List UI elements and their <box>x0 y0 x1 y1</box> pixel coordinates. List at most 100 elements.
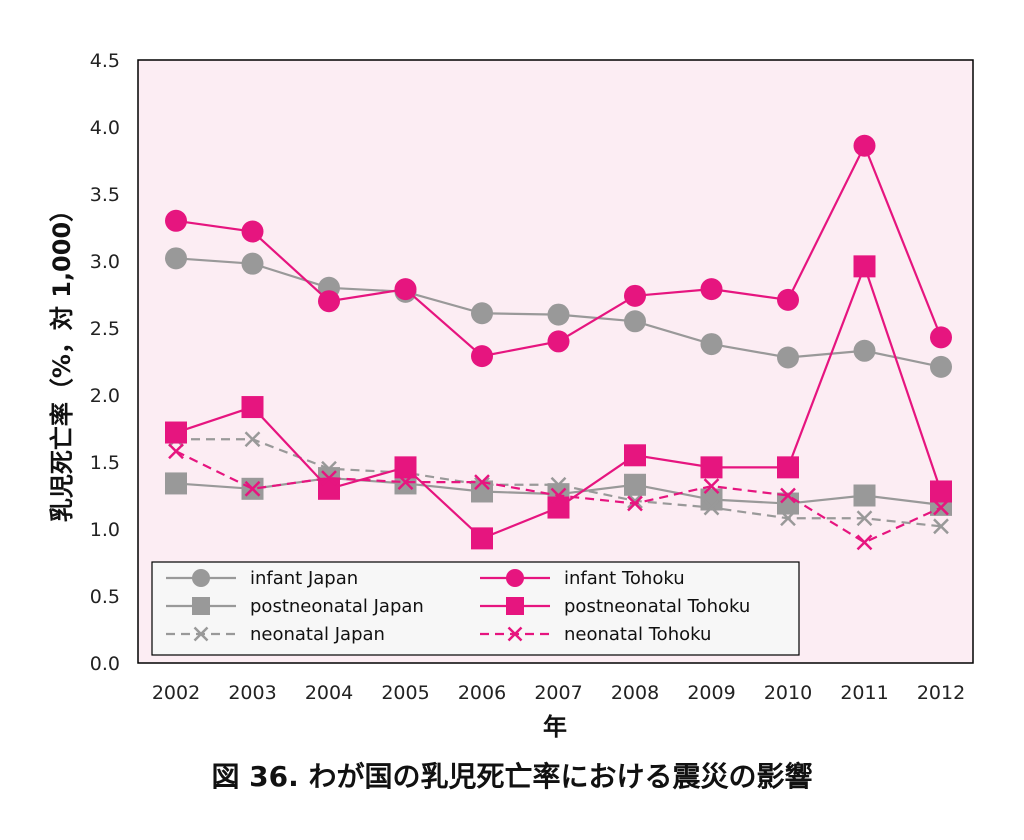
legend-item-postneonatal-tohoku: postneonatal Tohoku <box>480 596 750 617</box>
x-tick-label: 2006 <box>458 682 506 704</box>
series-infant-tohoku <box>165 134 952 368</box>
x-tick-label: 2004 <box>305 682 353 704</box>
legend-item-neonatal-japan: neonatal Japan <box>166 624 385 645</box>
data-point-postneonatal-tohoku <box>394 456 417 479</box>
x-tick-label: 2007 <box>534 682 582 704</box>
data-point-neonatal-tohoku <box>168 443 184 460</box>
data-point-infant-tohoku <box>394 278 417 301</box>
data-point-infant-japan <box>547 303 570 326</box>
series-line-neonatal-japan <box>176 438 942 528</box>
y-tick-label: 3.5 <box>90 184 120 206</box>
y-tick-label: 2.0 <box>90 385 120 407</box>
data-point-neonatal-tohoku <box>397 474 414 490</box>
legend: infant Japan infant Tohoku postneonatal Ja… <box>151 561 800 656</box>
data-point-neonatal-tohoku <box>550 487 567 504</box>
legend-marker <box>506 597 524 615</box>
legend-item-neonatal-tohoku: neonatal Tohoku <box>480 624 711 645</box>
data-point-postneonatal-tohoku <box>624 444 646 467</box>
y-tick-label: 4.5 <box>90 50 120 72</box>
x-tick-label: 2009 <box>687 682 735 704</box>
legend-label: neonatal Japan <box>250 624 385 645</box>
data-point-infant-japan <box>624 310 646 333</box>
data-point-postneonatal-japan <box>853 484 876 507</box>
series-neonatal-tohoku <box>168 443 949 551</box>
data-point-neonatal-tohoku <box>627 495 643 512</box>
legend-marker <box>192 597 210 615</box>
y-tick-label: 2.5 <box>90 318 120 340</box>
y-tick-label: 1.0 <box>90 519 120 541</box>
data-point-neonatal-tohoku <box>933 499 949 516</box>
data-point-neonatal-japan <box>856 510 873 527</box>
data-point-infant-tohoku <box>624 284 646 307</box>
y-tick-label: 4.0 <box>90 117 120 139</box>
legend-item-postneonatal-japan: postneonatal Japan <box>166 596 424 617</box>
data-point-infant-japan <box>853 339 876 362</box>
data-point-neonatal-japan <box>933 518 949 535</box>
data-point-infant-tohoku <box>777 288 799 311</box>
data-point-neonatal-japan <box>474 476 490 493</box>
legend-marker <box>507 626 523 642</box>
data-point-postneonatal-tohoku <box>471 527 493 550</box>
x-tick-label: 2011 <box>840 682 888 704</box>
data-point-neonatal-tohoku <box>321 470 337 486</box>
y-tick-label: 3.0 <box>90 251 120 273</box>
data-point-infant-tohoku <box>853 134 876 157</box>
data-point-postneonatal-tohoku <box>700 456 723 479</box>
x-tick-label: 2010 <box>764 682 812 704</box>
legend-label: neonatal Tohoku <box>564 624 711 645</box>
data-point-infant-tohoku <box>471 345 493 368</box>
data-point-infant-japan <box>930 355 952 378</box>
y-axis-ticks: 0.0 0.5 1.0 1.5 2.0 2.5 3.0 3.5 4.0 4.5 <box>90 50 120 675</box>
data-point-neonatal-japan <box>627 492 643 509</box>
data-point-postneonatal-japan <box>624 473 646 496</box>
data-point-infant-tohoku <box>165 209 187 232</box>
data-point-neonatal-tohoku <box>780 487 796 504</box>
legend-label: postneonatal Japan <box>250 596 424 617</box>
legend-item-infant-japan: infant Japan <box>166 568 358 589</box>
series-layer <box>165 134 952 551</box>
legend-marker <box>192 569 210 587</box>
x-axis-ticks: 2002 2003 2004 2005 2006 2007 2008 2009 2010 2011… <box>152 682 965 704</box>
legend-items: infant Japan infant Tohoku postneonatal Ja… <box>166 568 750 645</box>
data-point-neonatal-japan <box>703 499 720 516</box>
legend-label: postneonatal Tohoku <box>564 596 750 617</box>
data-point-neonatal-tohoku <box>244 480 261 497</box>
data-point-postneonatal-tohoku <box>165 421 187 444</box>
data-point-postneonatal-tohoku <box>777 456 799 479</box>
data-point-infant-tohoku <box>700 278 723 301</box>
data-point-infant-japan <box>165 247 187 270</box>
data-point-infant-tohoku <box>241 220 264 243</box>
x-tick-label: 2002 <box>152 682 200 704</box>
y-axis-title: 乳児死亡率（%，対 1,000） <box>48 198 76 522</box>
legend-label: infant Tohoku <box>564 568 685 589</box>
legend-marker <box>506 569 524 587</box>
chart-caption: 図 36. わが国の乳児死亡率における震災の影響 <box>211 760 812 793</box>
data-point-infant-japan <box>700 333 723 356</box>
data-point-neonatal-japan <box>780 510 796 527</box>
data-point-infant-tohoku <box>547 330 570 353</box>
legend-box <box>151 561 800 656</box>
x-tick-label: 2005 <box>381 682 429 704</box>
x-tick-label: 2008 <box>611 682 659 704</box>
legend-item-infant-tohoku: infant Tohoku <box>480 568 685 589</box>
x-tick-label: 2003 <box>228 682 276 704</box>
x-tick-label: 2012 <box>917 682 965 704</box>
data-point-postneonatal-tohoku <box>853 255 876 278</box>
data-point-neonatal-japan <box>244 431 261 448</box>
data-point-postneonatal-japan <box>700 488 723 511</box>
y-tick-label: 0.0 <box>90 653 120 675</box>
data-point-postneonatal-tohoku <box>930 480 952 503</box>
data-point-postneonatal-tohoku <box>547 496 570 519</box>
data-point-infant-japan <box>471 302 493 325</box>
x-axis-title: 年 <box>543 713 567 741</box>
data-point-postneonatal-japan <box>165 472 187 495</box>
data-point-infant-tohoku <box>318 290 340 313</box>
legend-label: infant Japan <box>250 568 358 589</box>
y-tick-label: 1.5 <box>90 452 120 474</box>
data-point-infant-japan <box>241 252 264 275</box>
y-tick-label: 0.5 <box>90 586 120 608</box>
data-point-postneonatal-tohoku <box>318 477 340 500</box>
data-point-neonatal-tohoku <box>856 534 873 551</box>
legend-marker <box>193 626 209 642</box>
data-point-postneonatal-tohoku <box>241 396 264 419</box>
